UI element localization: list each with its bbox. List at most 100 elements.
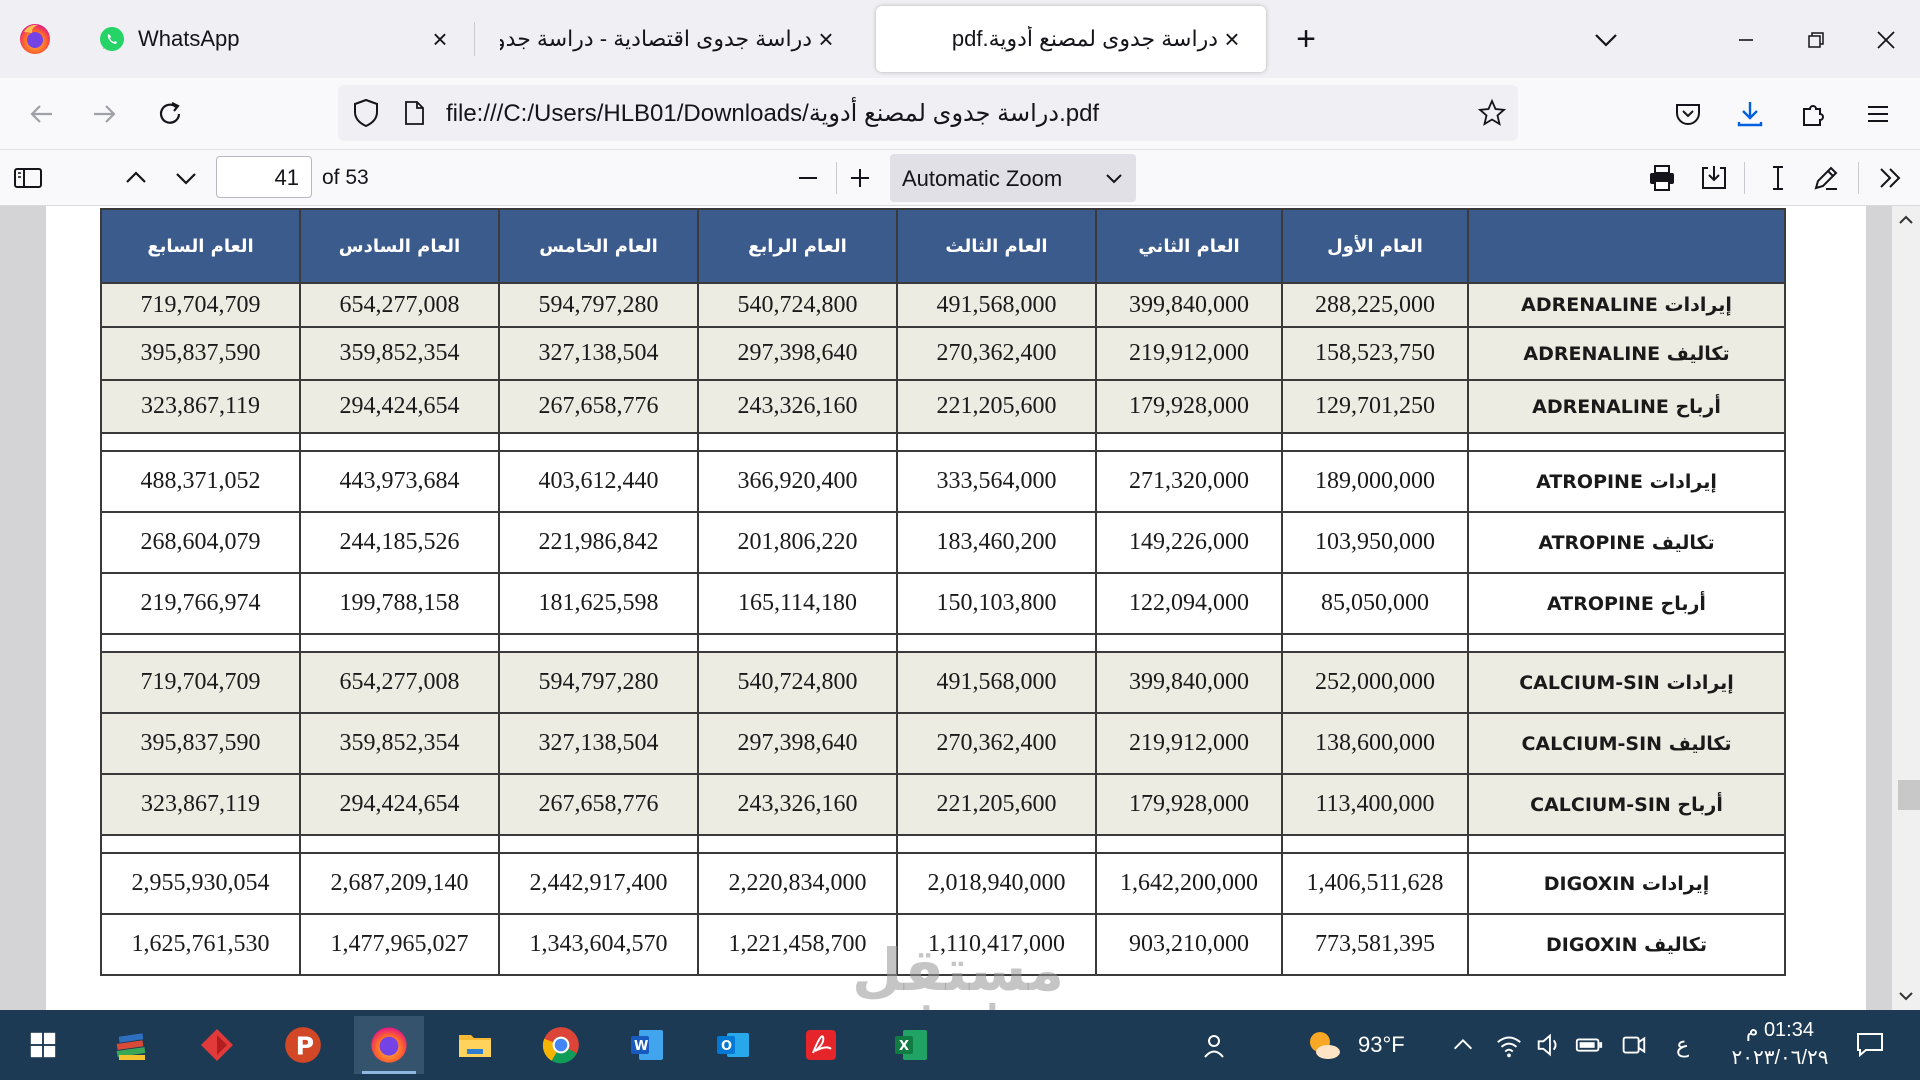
url-bar[interactable]: file:///C:/Users/HLB01/Downloads/دراسة ج… (338, 85, 1518, 141)
new-tab-button[interactable]: + (1296, 20, 1316, 58)
svg-text:P: P (296, 1031, 314, 1060)
battery-icon[interactable] (1574, 1030, 1604, 1060)
pdf-viewer[interactable]: العام السابع العام السادس العام الخامس ا… (0, 206, 1920, 1010)
taskbar-app-excel[interactable]: X (876, 1016, 946, 1074)
svg-text:O: O (721, 1039, 732, 1054)
downloads-button[interactable] (1730, 94, 1770, 134)
volume-icon[interactable] (1534, 1030, 1564, 1060)
value-cell: 122,094,000 (1095, 572, 1283, 635)
clock-date: ٢٠٢٣/٠٦/٢٩ (1731, 1047, 1829, 1069)
scroll-down-icon[interactable] (1896, 986, 1916, 1006)
clock[interactable]: 01:34 م ٢٠٢٣/٠٦/٢٩ (1720, 1016, 1840, 1072)
value-cell: 294,424,654 (299, 379, 500, 434)
row-label-cell: تكاليف ADRENALINE (1467, 326, 1786, 381)
weather-icon[interactable] (1302, 1024, 1346, 1068)
pocket-button[interactable] (1668, 94, 1708, 134)
zoom-select[interactable]: Automatic Zoom (890, 154, 1136, 202)
next-page-button[interactable] (168, 160, 204, 196)
forward-button[interactable] (84, 94, 124, 134)
text-cursor-icon (1773, 166, 1783, 190)
value-cell: 288,225,000 (1281, 282, 1469, 328)
excel-icon: X (895, 1030, 927, 1060)
spacer-cell (299, 834, 500, 854)
close-tab-icon[interactable]: × (1224, 24, 1240, 54)
close-tab-icon[interactable]: × (432, 24, 448, 54)
financial-table: العام السابع العام السادس العام الخامس ا… (100, 208, 1786, 976)
toggle-sidebar-button[interactable] (10, 160, 46, 196)
value-cell: 270,362,400 (896, 712, 1097, 775)
people-icon[interactable] (1200, 1030, 1232, 1062)
value-cell: 181,625,598 (498, 572, 699, 635)
scroll-up-icon[interactable] (1896, 210, 1916, 230)
close-tab-icon[interactable]: × (818, 24, 834, 54)
restore-button[interactable] (1796, 20, 1836, 60)
printer-icon (1650, 165, 1674, 191)
tab-feasibility-study[interactable]: دراسة جدوى اقتصادية - دراسة جدوى × (478, 6, 860, 72)
weather-temperature[interactable]: 93°F (1358, 1032, 1405, 1057)
column-header (1467, 208, 1786, 284)
spacer-cell (1281, 432, 1469, 452)
firefox-icon[interactable] (18, 22, 52, 56)
taskbar-app-firefox[interactable] (354, 1016, 424, 1074)
taskbar-app-books[interactable] (96, 1016, 166, 1074)
spacer-cell (697, 834, 898, 854)
text-tool-button[interactable] (1760, 160, 1796, 196)
value-cell: 395,837,590 (100, 712, 301, 775)
tab-whatsapp[interactable]: WhatsApp × (76, 6, 474, 72)
table-row: 395,837,590 359,852,354 327,138,504 297,398… (100, 326, 1786, 381)
input-language[interactable]: ع (1676, 1032, 1690, 1057)
chevron-up-icon (126, 171, 146, 183)
column-header: العام الثاني (1095, 208, 1283, 284)
taskbar-app-word[interactable]: W (612, 1016, 682, 1074)
star-icon[interactable] (1476, 97, 1508, 129)
scrollbar-thumb[interactable] (1898, 780, 1920, 810)
spacer-cell (697, 432, 898, 452)
taskbar-app-outlook[interactable]: O (698, 1016, 768, 1074)
spacer-cell (299, 633, 500, 653)
folder-icon (459, 1035, 491, 1057)
close-window-button[interactable] (1866, 20, 1906, 60)
wifi-icon[interactable] (1494, 1030, 1524, 1060)
taskbar-app-file-explorer[interactable] (440, 1016, 510, 1074)
outlook-icon: O (717, 1033, 749, 1057)
column-header: العام السادس (299, 208, 500, 284)
draw-tool-button[interactable] (1808, 160, 1844, 196)
menu-button[interactable] (1858, 94, 1898, 134)
chevron-up-icon[interactable] (1450, 1032, 1476, 1058)
taskbar-app-powerpoint[interactable]: P (268, 1016, 338, 1074)
reload-icon (159, 102, 181, 124)
previous-page-button[interactable] (118, 160, 154, 196)
taskbar-app-red[interactable] (182, 1016, 252, 1074)
chevron-down-icon[interactable] (1590, 24, 1622, 56)
value-cell: 1,110,417,000 (896, 913, 1097, 976)
taskbar-app-chrome[interactable] (526, 1016, 596, 1074)
more-tools-button[interactable] (1872, 160, 1908, 196)
arrow-left-icon (30, 105, 52, 123)
page-count: of 53 (322, 166, 369, 189)
taskbar-app-acrobat[interactable] (786, 1016, 856, 1074)
spacer-cell (498, 432, 699, 452)
reload-button[interactable] (150, 94, 190, 134)
value-cell: 2,955,930,054 (100, 852, 301, 915)
extensions-button[interactable] (1794, 94, 1834, 134)
zoom-in-button[interactable] (842, 160, 878, 196)
notification-icon[interactable] (1854, 1028, 1886, 1060)
start-button[interactable] (8, 1016, 78, 1074)
value-cell: 297,398,640 (697, 712, 898, 775)
vertical-scrollbar[interactable] (1892, 206, 1920, 1010)
zoom-value: Automatic Zoom (902, 166, 1063, 191)
tab-pdf[interactable]: دراسة جدوى لمصنع أدوية.pdf × (876, 6, 1266, 72)
shield-icon[interactable] (350, 97, 382, 129)
camera-privacy-icon[interactable] (1618, 1030, 1648, 1060)
whatsapp-icon (100, 27, 124, 51)
spacer-cell (1281, 633, 1469, 653)
page-number-input[interactable]: 41 (216, 156, 312, 198)
back-button[interactable] (22, 94, 62, 134)
value-cell: 85,050,000 (1281, 572, 1469, 635)
zoom-out-button[interactable] (790, 160, 826, 196)
url-text[interactable]: file:///C:/Users/HLB01/Downloads/دراسة ج… (446, 100, 1100, 127)
print-button[interactable] (1644, 160, 1680, 196)
table-body: 719,704,709 654,277,008 594,797,280 540,724… (100, 282, 1786, 976)
minimize-button[interactable] (1726, 20, 1766, 60)
save-button[interactable] (1696, 160, 1732, 196)
